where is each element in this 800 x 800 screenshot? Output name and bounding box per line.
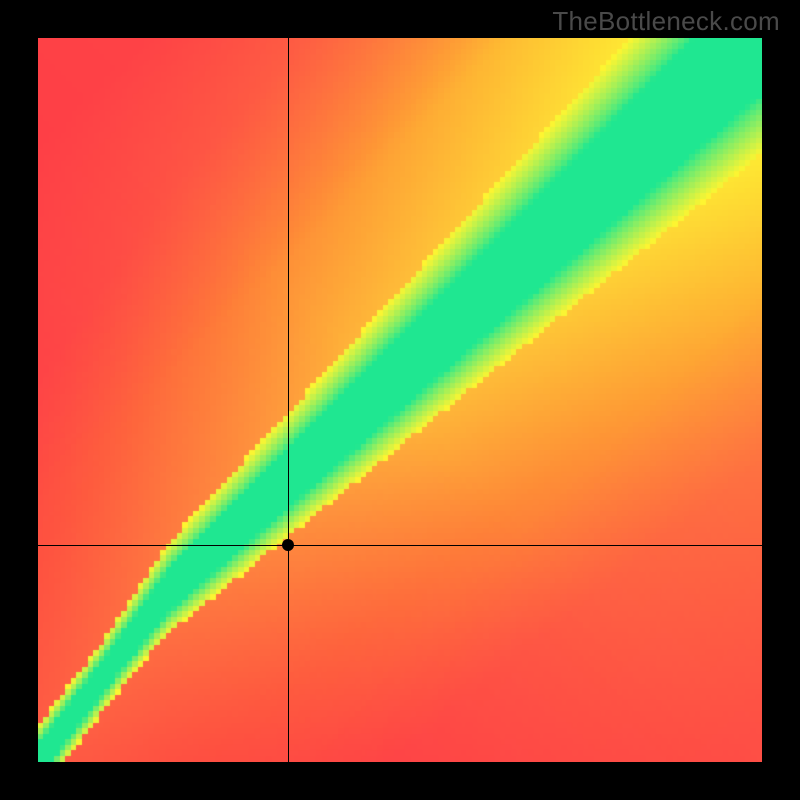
heatmap-plot <box>38 38 762 762</box>
chart-container: TheBottleneck.com <box>0 0 800 800</box>
watermark-label: TheBottleneck.com <box>552 6 780 37</box>
marker-point <box>282 539 294 551</box>
crosshair-horizontal <box>38 545 762 546</box>
heatmap-canvas <box>38 38 762 762</box>
crosshair-vertical <box>288 38 289 762</box>
